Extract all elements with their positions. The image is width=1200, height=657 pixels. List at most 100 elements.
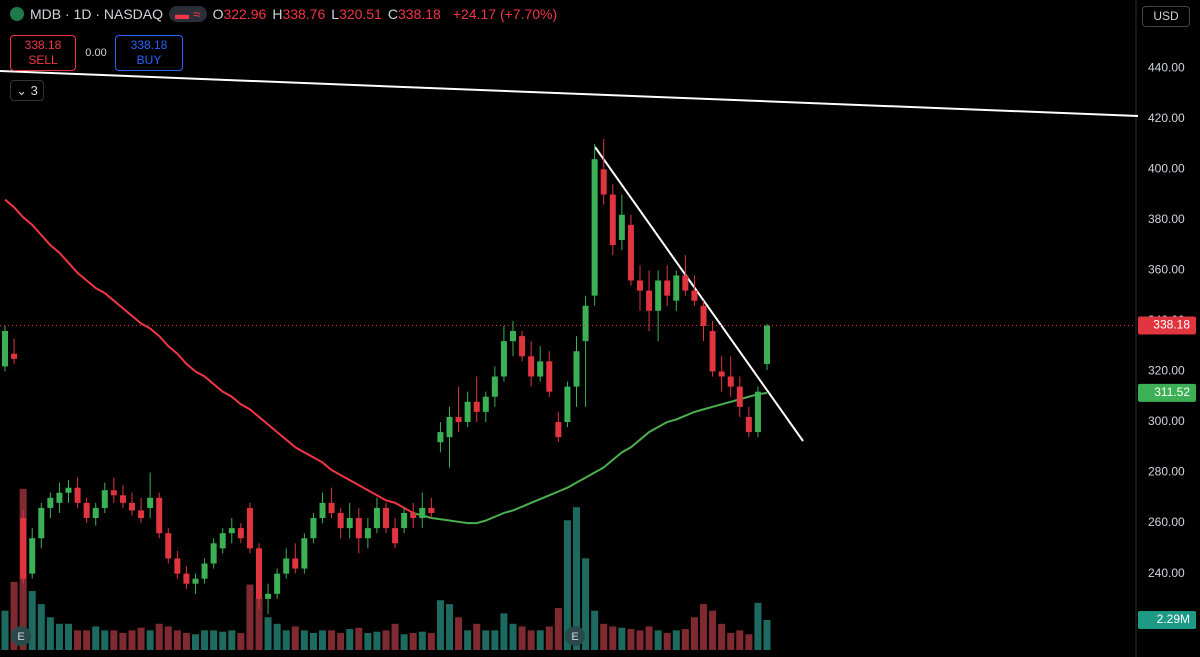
candle-body: [364, 528, 371, 539]
volume-bar: [137, 627, 145, 650]
buy-label: BUY: [136, 53, 162, 67]
volume-bar: [418, 631, 426, 650]
candle-body: [609, 194, 616, 246]
ohlc-value: 322.96: [223, 6, 267, 22]
volume-bar: [237, 632, 245, 650]
candle-body: [119, 495, 126, 503]
candle-body: [745, 416, 752, 433]
indicators-count: 3: [30, 83, 38, 98]
candle-body: [355, 518, 362, 539]
ohlc-value: 338.18: [398, 6, 441, 22]
volume-bar: [337, 632, 345, 650]
y-tick-label: 280.00: [1148, 465, 1185, 479]
volume-bar: [128, 630, 136, 650]
ma-price-tag: 311.52: [1154, 385, 1190, 399]
y-tick-label: 400.00: [1148, 161, 1185, 175]
candle-body: [655, 280, 662, 311]
candle-body: [637, 280, 643, 291]
candle-body: [473, 401, 480, 412]
header: MDB · 1D · NASDAQ ▬ ≈ O322.96 H338.76 L320…: [10, 6, 557, 22]
volume-bar: [328, 630, 336, 650]
candle-body: [428, 507, 435, 513]
volume-bar: [554, 608, 562, 650]
volume-bar: [627, 629, 635, 650]
volume-bar: [46, 617, 54, 650]
volume-bar: [709, 610, 717, 650]
candle-body: [528, 356, 535, 377]
volume-bar: [10, 581, 18, 650]
candle-body: [129, 502, 135, 511]
volume-bar: [210, 630, 218, 650]
ohlc: O322.96 H338.76 L320.51 C338.18: [213, 6, 447, 22]
candle-body: [673, 275, 680, 301]
candle-body: [718, 371, 725, 377]
candle-body: [292, 558, 299, 569]
candle-body: [618, 214, 625, 241]
sell-button[interactable]: 338.18 SELL: [10, 35, 76, 71]
candle-body: [210, 543, 217, 564]
candle-body: [754, 391, 761, 433]
volume-bar: [509, 623, 517, 650]
volume-bar: [55, 623, 63, 650]
candle-body: [691, 290, 698, 301]
currency[interactable]: USD: [1142, 6, 1190, 27]
candle-body: [74, 487, 81, 503]
volume-bar: [164, 626, 172, 650]
volume-tag: 2.29M: [1157, 612, 1190, 626]
candle-body: [328, 502, 335, 513]
volume-bar: [400, 634, 408, 650]
candle-body: [219, 533, 226, 549]
volume-bar: [736, 630, 744, 650]
volume-bar: [745, 634, 753, 650]
volume-bar: [364, 632, 372, 650]
candle-body: [147, 497, 154, 508]
volume-bar: [355, 627, 363, 650]
candle-body: [11, 353, 18, 359]
logo: [10, 7, 24, 21]
candle-body: [482, 396, 489, 412]
volume-bar: [382, 630, 390, 650]
volume-bar: [1, 610, 9, 650]
indicators-toggle[interactable]: ⌄ 3: [10, 80, 44, 101]
ohlc-label: H: [272, 6, 283, 22]
buy-button[interactable]: 338.18 BUY: [115, 35, 183, 71]
volume-bar: [700, 604, 707, 650]
y-tick-label: 360.00: [1148, 263, 1185, 277]
candle-body: [92, 507, 99, 519]
volume-bar: [545, 626, 553, 650]
y-tick-label: 240.00: [1148, 566, 1185, 580]
candle-body: [20, 518, 27, 579]
trendline: [594, 146, 804, 442]
candle-body: [201, 563, 208, 579]
volume-bar: [518, 626, 526, 650]
volume-bar: [446, 604, 453, 650]
candle-body: [138, 510, 145, 519]
close-price-tag-bg: [1138, 316, 1196, 335]
volume-bar: [409, 632, 417, 650]
volume-bar: [500, 613, 508, 650]
spread: 0.00: [85, 47, 107, 59]
volume-bar: [654, 630, 662, 650]
moving-average: [412, 391, 768, 525]
volume-bar: [473, 623, 481, 650]
volume-bar: [173, 630, 181, 650]
volume-bar: [536, 630, 544, 650]
candle-body: [500, 341, 507, 377]
candle-body: [156, 497, 163, 534]
candle-body: [764, 325, 770, 364]
candle-body: [274, 573, 281, 594]
candle-body: [346, 518, 353, 529]
volume-bar: [600, 623, 608, 650]
candle-body: [600, 169, 607, 195]
volume-bar: [300, 630, 308, 650]
candle-body: [455, 416, 462, 422]
buy-price: 338.18: [130, 38, 168, 52]
volume-bar: [92, 626, 100, 650]
candle-body: [83, 502, 90, 519]
candle-body: [165, 533, 172, 559]
candle-body: [47, 497, 54, 508]
earnings-icon: E: [565, 626, 585, 646]
plot: [0, 138, 1136, 650]
candle-body: [664, 280, 671, 296]
candle-body: [573, 351, 580, 387]
